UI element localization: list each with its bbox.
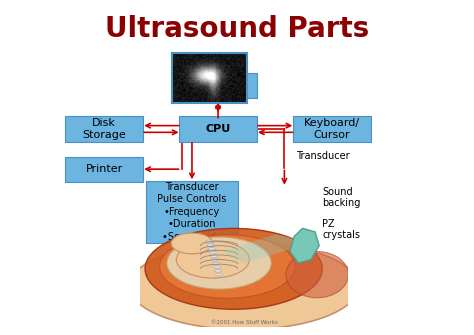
FancyBboxPatch shape bbox=[292, 117, 371, 141]
Text: ©2001 How Stuff Works: ©2001 How Stuff Works bbox=[211, 320, 277, 325]
Ellipse shape bbox=[176, 241, 249, 278]
Polygon shape bbox=[223, 234, 302, 263]
Ellipse shape bbox=[160, 235, 295, 298]
FancyBboxPatch shape bbox=[146, 181, 238, 243]
Ellipse shape bbox=[210, 255, 218, 257]
Ellipse shape bbox=[215, 273, 223, 276]
Ellipse shape bbox=[209, 251, 217, 254]
Text: Keyboard/
Cursor: Keyboard/ Cursor bbox=[304, 118, 360, 140]
FancyBboxPatch shape bbox=[65, 117, 143, 141]
Ellipse shape bbox=[211, 259, 219, 261]
FancyBboxPatch shape bbox=[179, 117, 257, 141]
Text: Disk
Storage: Disk Storage bbox=[82, 118, 126, 140]
Text: Sound
backing: Sound backing bbox=[322, 187, 361, 208]
Text: Transducer
Pulse Controls
•Frequency
•Duration
•Scan mode: Transducer Pulse Controls •Frequency •Du… bbox=[157, 182, 227, 242]
Text: Display: Display bbox=[195, 80, 241, 90]
Ellipse shape bbox=[206, 240, 213, 243]
FancyBboxPatch shape bbox=[65, 157, 143, 182]
Text: Ultrasound Parts: Ultrasound Parts bbox=[105, 15, 369, 43]
FancyBboxPatch shape bbox=[179, 73, 257, 98]
Ellipse shape bbox=[207, 244, 214, 246]
Ellipse shape bbox=[145, 228, 322, 309]
Ellipse shape bbox=[286, 252, 348, 298]
Ellipse shape bbox=[214, 270, 222, 272]
Ellipse shape bbox=[171, 233, 213, 254]
Text: PZ
crystals: PZ crystals bbox=[322, 219, 360, 240]
Text: CPU: CPU bbox=[205, 124, 231, 134]
Ellipse shape bbox=[208, 248, 215, 250]
Text: Printer: Printer bbox=[86, 164, 123, 174]
Polygon shape bbox=[290, 228, 319, 263]
Ellipse shape bbox=[129, 243, 359, 330]
Ellipse shape bbox=[213, 266, 220, 268]
Ellipse shape bbox=[167, 237, 271, 289]
Text: Transducer: Transducer bbox=[296, 151, 350, 161]
Ellipse shape bbox=[212, 262, 219, 265]
